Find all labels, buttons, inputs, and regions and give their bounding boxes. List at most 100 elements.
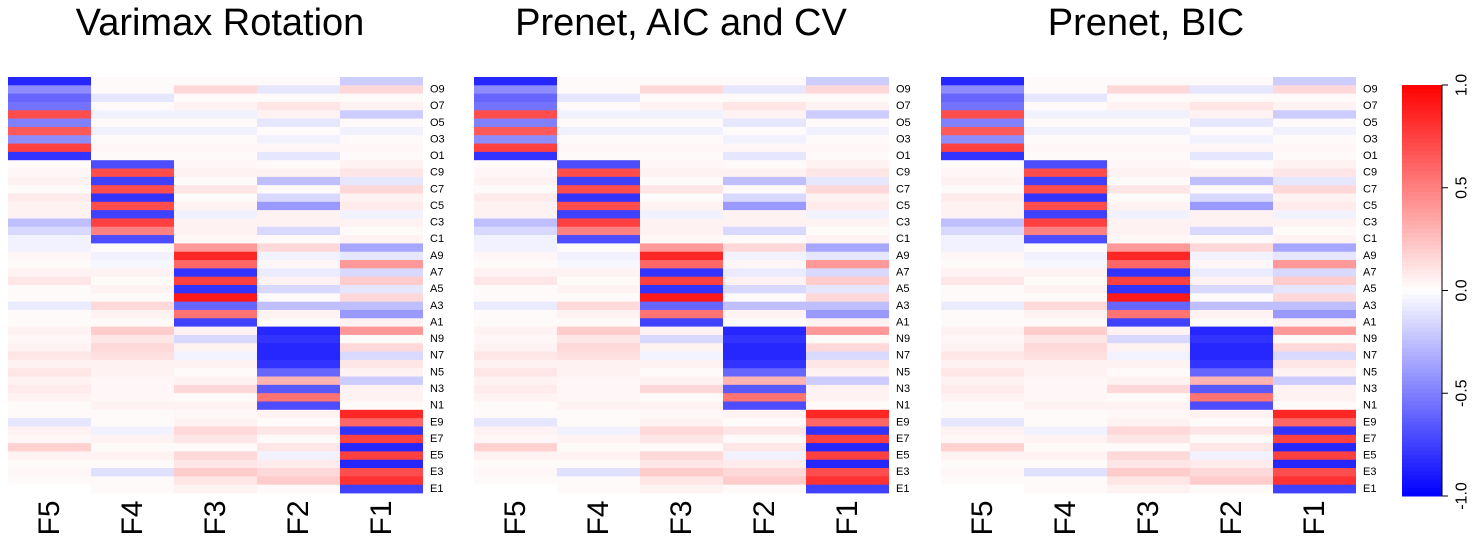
heatmap-cell-F4-A10 <box>557 243 640 253</box>
heatmap-cell-F4-O8 <box>1024 93 1107 103</box>
heatmap-cell-F2-A4 <box>723 293 806 303</box>
heatmap-cell-F2-A5 <box>1190 285 1273 294</box>
heatmap-cell-F5-C8 <box>8 176 91 186</box>
heatmap-cell-F2-N1 <box>723 401 806 411</box>
column-label-F3: F3 <box>1132 500 1165 535</box>
heatmap-cell-F1-E7 <box>806 434 889 444</box>
colorbar-segment <box>1402 105 1442 111</box>
heatmap-cell-F5-E7 <box>474 434 557 444</box>
row-label-N7: N7 <box>1363 350 1377 362</box>
heatmap-cell-F5-O4 <box>941 126 1024 136</box>
heatmap-cell-F2-E1 <box>257 484 340 494</box>
heatmap-cell-F2-N2 <box>723 393 806 402</box>
heatmap-cell-F4-A4 <box>1024 293 1107 303</box>
heatmap-cell-F2-O6 <box>257 110 340 119</box>
heatmap-cell-F5-C5 <box>8 201 91 211</box>
heatmap-cell-F3-E7 <box>640 434 723 444</box>
row-label-N5: N5 <box>1363 366 1377 378</box>
heatmap-cell-F3-C3 <box>174 218 257 228</box>
heatmap-cell-F1-N8 <box>340 343 423 352</box>
heatmap-cell-F5-C8 <box>941 176 1024 186</box>
heatmap-cell-F2-C5 <box>723 201 806 211</box>
heatmap-cell-F5-O3 <box>8 135 91 144</box>
heatmap-cell-F4-E4 <box>1024 459 1107 469</box>
heatmap-cell-F3-C9 <box>1107 168 1190 178</box>
heatmap-cell-F3-E6 <box>1107 443 1190 452</box>
heatmap-cell-F5-N6 <box>941 359 1024 369</box>
heatmap-cell-F3-C8 <box>1107 176 1190 186</box>
heatmap-cell-F2-O7 <box>257 101 340 111</box>
heatmap-cell-F3-A9 <box>640 251 723 261</box>
heatmap-cell-F3-N5 <box>1107 368 1190 377</box>
row-label-A7: A7 <box>430 267 443 279</box>
heatmap-cell-F1-O5 <box>1273 118 1356 128</box>
heatmap-cell-F2-O8 <box>257 93 340 103</box>
heatmap-cell-F4-A4 <box>91 293 174 303</box>
heatmap-cell-F3-A7 <box>640 268 723 278</box>
heatmap-cell-F1-N1 <box>1273 401 1356 411</box>
heatmap-cell-F4-C10 <box>1024 160 1107 169</box>
row-label-N3: N3 <box>1363 383 1377 395</box>
colorbar-segment <box>1402 376 1442 382</box>
heatmap-cell-F2-O9 <box>1190 85 1273 95</box>
colorbar-segment <box>1402 130 1442 135</box>
heatmap-cell-F1-E1 <box>340 484 423 494</box>
heatmap-cell-F5-O10 <box>941 77 1024 86</box>
heatmap-cell-F3-N2 <box>174 393 257 402</box>
colorbar-segment <box>1402 286 1442 291</box>
heatmap-cell-F5-E1 <box>941 484 1024 494</box>
colorbar-segment <box>1402 389 1442 394</box>
heatmap-cell-F5-N1 <box>941 401 1024 411</box>
heatmap-cell-F4-N7 <box>1024 351 1107 361</box>
heatmap-cell-F5-C10 <box>474 160 557 169</box>
row-label-E5: E5 <box>1363 450 1376 462</box>
colorbar-segment <box>1402 323 1442 328</box>
heatmap-cell-F1-C10 <box>806 160 889 169</box>
row-label-O9: O9 <box>1363 83 1378 95</box>
heatmap-cell-F3-C5 <box>640 201 723 211</box>
heatmap-cell-F2-C5 <box>1190 201 1273 211</box>
heatmap-cell-F5-O5 <box>941 118 1024 128</box>
heatmap-cell-F3-A1 <box>1107 318 1190 327</box>
heatmap-cell-F2-C1 <box>723 235 806 244</box>
heatmap-cell-F3-O9 <box>640 85 723 95</box>
column-label-F5: F5 <box>33 500 66 535</box>
heatmap-cell-F1-C2 <box>340 226 423 236</box>
heatmap-cell-F2-N4 <box>1190 376 1273 386</box>
heatmap-cell-F3-N3 <box>640 384 723 394</box>
colorbar-segment <box>1402 380 1442 386</box>
heatmap-cell-F2-A3 <box>257 301 340 311</box>
heatmap-cell-F4-E10 <box>91 409 174 419</box>
heatmap-cell-F2-O6 <box>723 110 806 119</box>
heatmap-cell-F4-N3 <box>1024 384 1107 394</box>
heatmap-cell-F5-O4 <box>474 126 557 136</box>
heatmap-cell-F2-E9 <box>723 418 806 427</box>
heatmap-cell-F3-N10 <box>1107 326 1190 336</box>
heatmap-cell-F5-E4 <box>941 459 1024 469</box>
row-label-E5: E5 <box>430 450 443 462</box>
heatmap-cell-F1-A6 <box>1273 276 1356 286</box>
heatmap-cell-F5-A2 <box>474 309 557 319</box>
colorbar-segment <box>1402 401 1442 407</box>
heatmap-cell-F2-E3 <box>257 468 340 477</box>
row-label-C1: C1 <box>896 233 910 245</box>
heatmap-cell-F4-N8 <box>557 343 640 352</box>
heatmap-cell-F2-A2 <box>723 309 806 319</box>
row-label-E3: E3 <box>1363 466 1376 478</box>
heatmap-cell-F1-O5 <box>340 118 423 128</box>
heatmap-cell-F4-N2 <box>1024 393 1107 402</box>
heatmap-cell-F5-A7 <box>8 268 91 278</box>
heatmap-cell-F5-E4 <box>8 459 91 469</box>
column-label-F3: F3 <box>665 500 698 535</box>
heatmap-cell-F1-E1 <box>1273 484 1356 494</box>
heatmap-cell-F1-C5 <box>340 201 423 211</box>
heatmap-cell-F5-A10 <box>941 243 1024 253</box>
heatmap-cell-F2-A4 <box>1190 293 1273 303</box>
row-label-A1: A1 <box>1363 316 1376 328</box>
heatmap-cell-F5-C4 <box>8 210 91 219</box>
colorbar-segment <box>1402 101 1442 107</box>
heatmap-cell-F1-C10 <box>340 160 423 169</box>
heatmap-cell-F4-N8 <box>1024 343 1107 352</box>
heatmap-cell-F2-C7 <box>723 185 806 194</box>
heatmap-cell-F3-O6 <box>174 110 257 119</box>
